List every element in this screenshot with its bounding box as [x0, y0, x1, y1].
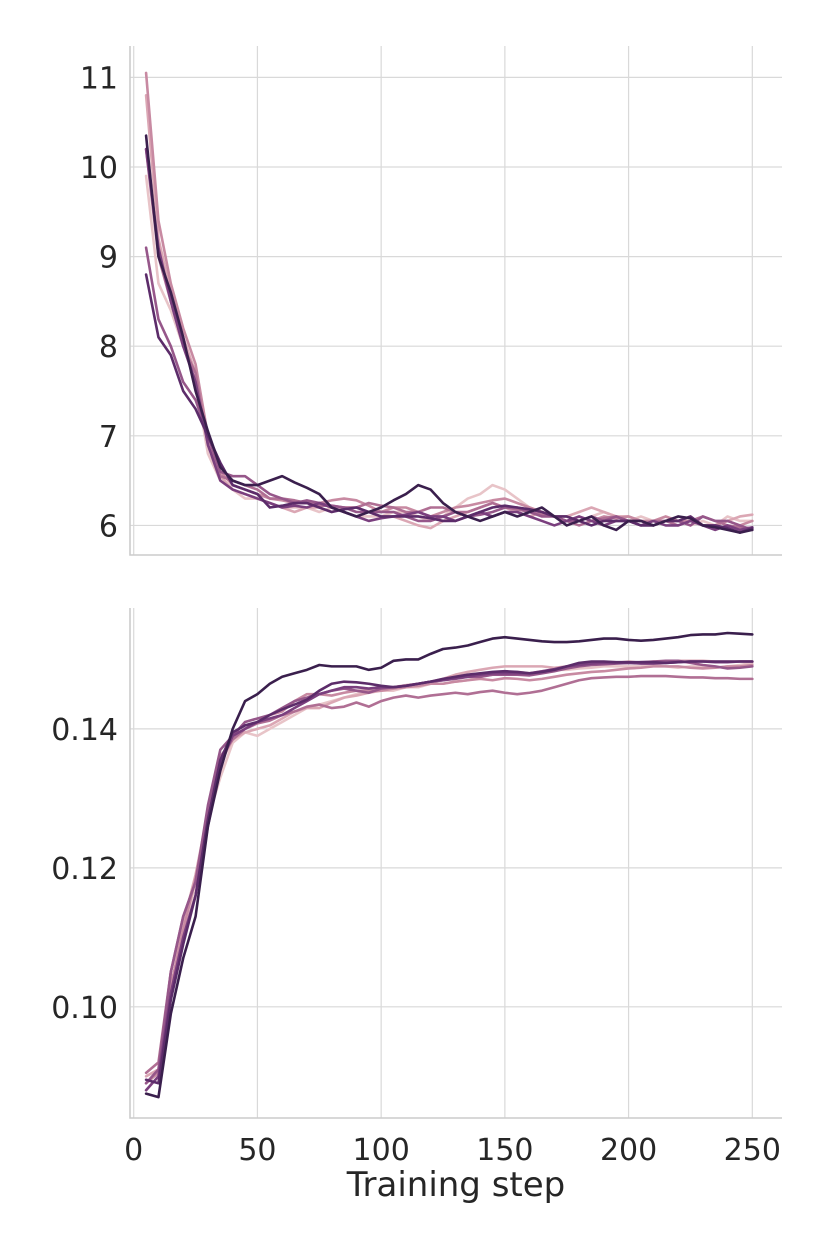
y-tick-label: 11 — [80, 61, 118, 96]
y-tick-label: 8 — [99, 330, 118, 365]
axis-spine — [129, 46, 782, 556]
x-tick-label: 150 — [476, 1133, 533, 1168]
series-line-4 — [144, 674, 754, 1075]
series-line-6 — [144, 147, 754, 532]
x-tick-label: 200 — [600, 1133, 657, 1168]
bottom-panel: 0.10 0.12 0.14 0 50 100 150 200 250 — [51, 608, 782, 1168]
y-tick-label: 0.14 — [51, 713, 118, 748]
y-tick-label: 6 — [99, 509, 118, 544]
series-line-4 — [144, 147, 754, 530]
x-tick-label: 250 — [724, 1133, 781, 1168]
y-tick-label: 9 — [99, 241, 118, 276]
y-tick-label: 0.12 — [51, 852, 118, 887]
series-line-5 — [144, 659, 754, 1085]
axis-spine — [129, 608, 782, 1119]
top-panel: 6 7 8 9 10 11 — [80, 46, 782, 556]
x-axis-title: Training step — [346, 1165, 566, 1205]
series-line-3 — [144, 663, 754, 1085]
series-line-1 — [144, 174, 754, 527]
y-tick-label: 10 — [80, 151, 118, 186]
x-tick-label: 50 — [238, 1133, 276, 1168]
series-line-7 — [144, 660, 754, 1085]
x-tick-label: 0 — [124, 1133, 143, 1168]
series-line-3 — [144, 71, 754, 527]
series-line-8 — [144, 631, 754, 1099]
series-line-6 — [144, 660, 754, 1092]
series-line-1 — [144, 661, 754, 1092]
y-tick-label: 7 — [99, 420, 118, 455]
y-tick-label: 0.10 — [51, 991, 118, 1026]
series-line-2 — [144, 659, 754, 1078]
series-line-2 — [144, 93, 754, 530]
series-line-8 — [144, 134, 754, 534]
x-tick-label: 100 — [353, 1133, 410, 1168]
